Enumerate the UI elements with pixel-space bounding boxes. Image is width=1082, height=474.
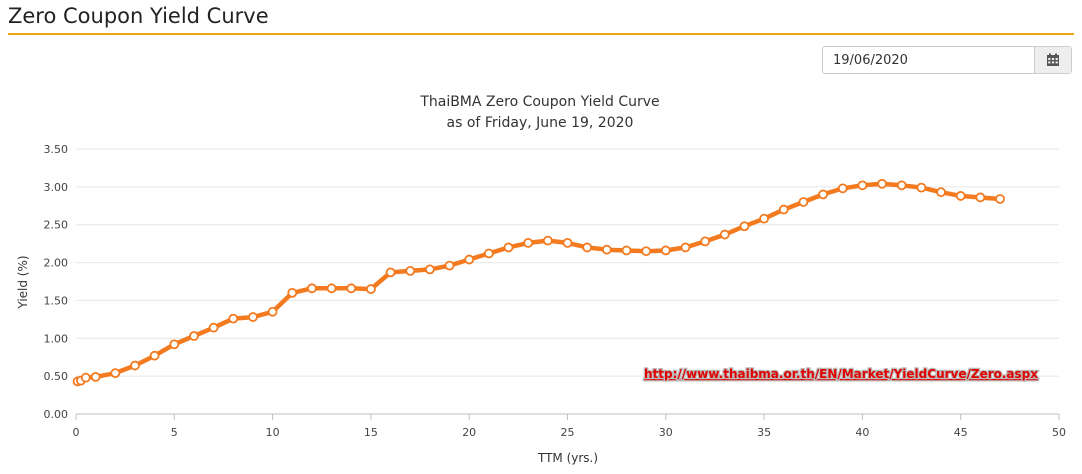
- data-point[interactable]: [267, 306, 278, 317]
- y-tick-label: 0.00: [44, 408, 69, 421]
- y-axis-ticks: 0.00 0.50 1.00 1.50 2.00 2.50 3.00 3.50: [44, 143, 69, 421]
- data-point[interactable]: [287, 287, 298, 298]
- data-point[interactable]: [542, 235, 553, 246]
- data-point[interactable]: [110, 368, 121, 379]
- x-axis-ticks: 0 5 10 15 20 25 30 35 40 45 50: [73, 414, 1066, 439]
- y-axis-label: Yield (%): [16, 255, 30, 309]
- x-axis-label: TTM (yrs.): [537, 451, 598, 465]
- data-point[interactable]: [660, 245, 671, 256]
- y-tick-label: 2.00: [44, 257, 69, 270]
- x-tick-label: 5: [171, 426, 178, 439]
- data-point[interactable]: [641, 246, 652, 257]
- data-point[interactable]: [228, 313, 239, 324]
- data-point[interactable]: [483, 248, 494, 259]
- source-url-link[interactable]: http://www.thaibma.or.th/EN/Market/Yield…: [643, 366, 1040, 383]
- x-tick-label: 0: [73, 426, 80, 439]
- y-tick-label: 2.50: [44, 219, 69, 232]
- data-point[interactable]: [896, 180, 907, 191]
- x-tick-label: 25: [561, 426, 575, 439]
- x-tick-label: 40: [855, 426, 869, 439]
- data-point[interactable]: [837, 183, 848, 194]
- series-yield: [72, 178, 1005, 387]
- y-tick-label: 1.50: [44, 294, 69, 307]
- chart-title: ThaiBMA Zero Coupon Yield Curve: [419, 94, 659, 110]
- date-picker[interactable]: [822, 46, 1072, 74]
- x-tick-label: 15: [364, 426, 378, 439]
- data-point[interactable]: [995, 194, 1005, 204]
- data-point[interactable]: [523, 237, 534, 248]
- data-point[interactable]: [208, 322, 219, 333]
- data-point[interactable]: [975, 192, 986, 203]
- data-point[interactable]: [503, 242, 514, 253]
- data-point[interactable]: [130, 360, 140, 371]
- x-tick-label: 45: [954, 426, 968, 439]
- data-point[interactable]: [365, 284, 376, 294]
- data-point[interactable]: [621, 245, 632, 256]
- grid-lines: [76, 148, 1059, 415]
- data-point[interactable]: [307, 283, 317, 294]
- yield-curve-chart: ThaiBMA Zero Coupon Yield Curve as of Fr…: [16, 94, 1066, 465]
- data-point[interactable]: [700, 236, 711, 247]
- y-tick-label: 3.00: [44, 181, 69, 194]
- y-tick-label: 1.00: [44, 332, 69, 345]
- data-point[interactable]: [405, 265, 416, 276]
- data-point[interactable]: [424, 264, 435, 275]
- x-tick-label: 20: [462, 426, 476, 439]
- calendar-icon: [1047, 53, 1059, 66]
- data-point[interactable]: [326, 283, 337, 294]
- data-point[interactable]: [680, 242, 691, 253]
- data-point[interactable]: [189, 331, 199, 341]
- data-point[interactable]: [149, 350, 160, 361]
- data-point[interactable]: [877, 178, 887, 189]
- data-point[interactable]: [90, 371, 101, 382]
- data-point[interactable]: [778, 204, 789, 215]
- data-point[interactable]: [759, 213, 769, 224]
- data-point[interactable]: [719, 229, 730, 240]
- data-point[interactable]: [601, 244, 612, 255]
- chart-subtitle: as of Friday, June 19, 2020: [447, 115, 634, 131]
- data-point[interactable]: [955, 191, 966, 201]
- data-point[interactable]: [80, 372, 91, 383]
- x-tick-label: 35: [757, 426, 771, 439]
- date-input[interactable]: [823, 47, 1034, 73]
- x-tick-label: 10: [266, 426, 280, 439]
- data-point[interactable]: [385, 267, 396, 278]
- calendar-button[interactable]: [1034, 47, 1071, 73]
- data-point[interactable]: [169, 339, 180, 350]
- data-point[interactable]: [798, 197, 809, 207]
- page-title: Zero Coupon Yield Curve: [8, 4, 269, 28]
- data-point[interactable]: [464, 254, 475, 265]
- x-tick-label: 30: [659, 426, 673, 439]
- x-tick-label: 50: [1052, 426, 1066, 439]
- data-point[interactable]: [857, 180, 868, 191]
- data-point[interactable]: [248, 312, 258, 322]
- data-point[interactable]: [818, 189, 828, 200]
- y-tick-label: 0.50: [44, 370, 69, 383]
- data-point[interactable]: [444, 260, 455, 271]
- data-point[interactable]: [562, 237, 573, 248]
- data-point[interactable]: [582, 242, 593, 253]
- yield-series-line: [75, 181, 1003, 384]
- data-point[interactable]: [346, 283, 357, 294]
- data-point[interactable]: [936, 187, 946, 198]
- data-point[interactable]: [739, 221, 750, 232]
- title-underline: [8, 33, 1074, 35]
- y-tick-label: 3.50: [44, 143, 69, 156]
- data-point[interactable]: [916, 182, 927, 193]
